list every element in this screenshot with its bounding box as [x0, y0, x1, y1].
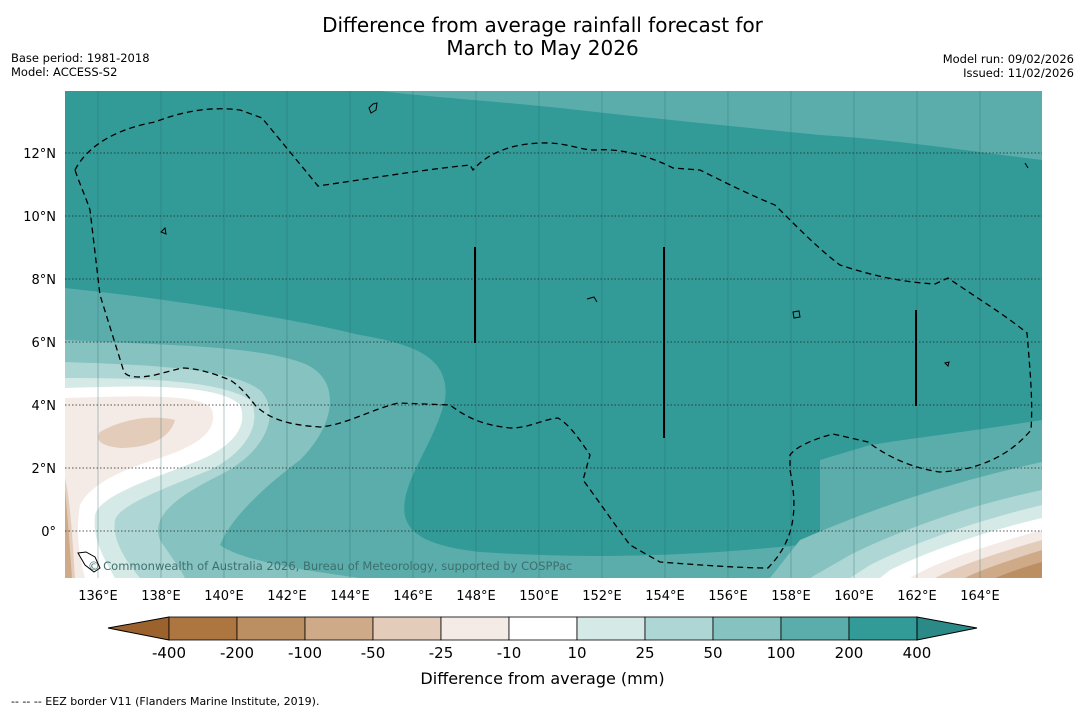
lon-tick-label: 146°E	[393, 589, 433, 604]
issued-date: Issued: 11/02/2026	[963, 66, 1074, 80]
colorbar-end-high	[916, 616, 978, 641]
lon-tick-label: 154°E	[645, 589, 685, 604]
eez-footnote: -- -- -- EEZ border V11 (Flanders Marine…	[11, 695, 320, 708]
lat-tick-label: 8°N	[32, 273, 57, 288]
lon-tick-label: 158°E	[771, 589, 811, 604]
lon-tick-label: 160°E	[834, 589, 874, 604]
lon-tick-label: 144°E	[330, 589, 370, 604]
contour-neg100	[995, 562, 1042, 578]
colorbar-segment	[780, 616, 850, 641]
colorbar-segment	[508, 616, 578, 641]
colorbar-tick: 10	[567, 644, 586, 662]
lon-tick-label: 156°E	[708, 589, 748, 604]
map-title: Difference from average rainfall forecas…	[0, 14, 1085, 60]
colorbar-segment	[712, 616, 782, 641]
colorbar-tick: 400	[903, 644, 932, 662]
colorbar-tick: 200	[835, 644, 864, 662]
colorbar-tick: -200	[220, 644, 254, 662]
gridlines	[65, 91, 1042, 578]
colorbar-segment	[304, 616, 374, 641]
colorbar-tick: -400	[152, 644, 186, 662]
contour-200-west	[65, 288, 1042, 578]
colorbar-label: Difference from average (mm)	[420, 669, 665, 688]
lon-tick-label: 140°E	[204, 589, 244, 604]
lon-tick-label: 150°E	[519, 589, 559, 604]
lat-tick-label: 4°N	[32, 399, 57, 414]
colorbar-segment	[576, 616, 646, 641]
lat-tick-label: 2°N	[32, 462, 57, 477]
lon-tick-label: 164°E	[960, 589, 1000, 604]
model-name: Model: ACCESS-S2	[11, 65, 118, 79]
lon-tick-label: 138°E	[141, 589, 181, 604]
longitude-labels: 136°E 138°E 140°E 142°E 144°E 146°E 148°E 150°E…	[78, 589, 1000, 604]
map-plot-area: © Commonwealth of Australia 2026, Bureau…	[65, 91, 1042, 578]
colorbar-segment	[236, 616, 306, 641]
lat-tick-label: 12°N	[23, 147, 56, 162]
lon-tick-label: 162°E	[897, 589, 937, 604]
lon-tick-label: 148°E	[456, 589, 496, 604]
contour-100	[65, 340, 1042, 578]
latitude-labels: 12°N 10°N 8°N 6°N 4°N 2°N 0°	[23, 147, 56, 540]
colorbar-segments	[168, 616, 918, 641]
colorbar-segment	[848, 616, 918, 641]
contour-neg25	[65, 417, 1042, 578]
model-run: Model run: 09/02/2026	[942, 52, 1074, 66]
colorbar-segment	[372, 616, 442, 641]
lat-tick-label: 10°N	[23, 210, 56, 225]
meta-left: Base period: 1981-2018 Model: ACCESS-S2	[11, 51, 150, 79]
eez-border	[74, 108, 1033, 569]
colorbar-tick: 50	[703, 644, 722, 662]
colorbar-tick: -25	[429, 644, 454, 662]
meta-right: Model run: 09/02/2026 Issued: 11/02/2026	[943, 52, 1074, 80]
colorbar-end-low	[107, 616, 170, 641]
map-title-line1: Difference from average rainfall forecas…	[322, 13, 763, 37]
colorbar-tick-labels: -400 -200 -100 -50 -25 -10 10 25 50 100 200 400	[152, 644, 931, 662]
map-title-line2: March to May 2026	[446, 36, 639, 60]
colorbar-tick: 100	[767, 644, 796, 662]
colorbar-segment	[644, 616, 714, 641]
lon-tick-label: 136°E	[78, 589, 118, 604]
contour-neg10	[65, 396, 1042, 578]
islands	[77, 102, 1029, 573]
colorbar-tick: -10	[497, 644, 522, 662]
colorbar-tick: -100	[288, 644, 322, 662]
colorbar-tick: -50	[361, 644, 386, 662]
contour-200-north	[380, 91, 1042, 160]
vertical-marks	[474, 247, 917, 438]
lon-tick-label: 152°E	[582, 589, 622, 604]
lat-tick-label: 6°N	[32, 336, 57, 351]
colorbar-segment	[168, 616, 238, 641]
lat-tick-label: 0°	[41, 525, 56, 540]
lon-tick-label: 142°E	[267, 589, 307, 604]
map-credit: © Commonwealth of Australia 2026, Bureau…	[88, 559, 572, 573]
base-period: Base period: 1981-2018	[11, 51, 150, 65]
colorbar-tick: 25	[635, 644, 654, 662]
colorbar: -400 -200 -100 -50 -25 -10 10 25 50 100 200 400	[107, 616, 978, 662]
colorbar-segment	[440, 616, 510, 641]
